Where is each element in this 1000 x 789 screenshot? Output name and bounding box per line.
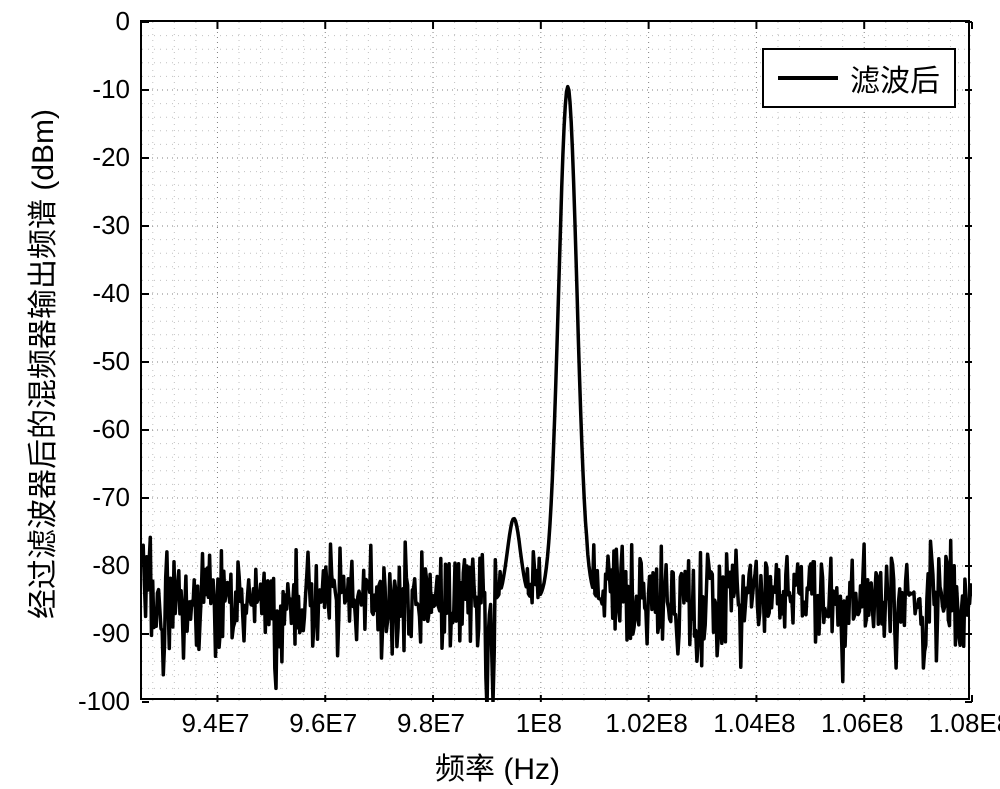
plot-svg bbox=[142, 22, 972, 702]
y-tick-label: -30 bbox=[92, 210, 130, 241]
spectrum-chart: 经过滤波器后的混频器输出频谱 (dBm) 频率 (Hz) 0 -10 -20 -30 -… bbox=[0, 0, 1000, 789]
y-tick-label: -40 bbox=[92, 278, 130, 309]
x-tick-label: 1.06E8 bbox=[821, 708, 903, 739]
y-tick-label: -60 bbox=[92, 414, 130, 445]
y-axis-label: 经过滤波器后的混频器输出频谱 (dBm) bbox=[18, 64, 62, 664]
x-tick-label: 1.02E8 bbox=[605, 708, 687, 739]
x-tick-label: 1E8 bbox=[516, 708, 562, 739]
y-tick-label: -100 bbox=[78, 686, 130, 717]
plot-area bbox=[140, 20, 970, 700]
y-tick-label: -70 bbox=[92, 482, 130, 513]
x-axis-label: 频率 (Hz) bbox=[435, 744, 560, 788]
y-tick-label: -50 bbox=[92, 346, 130, 377]
legend-line-sample bbox=[778, 76, 838, 80]
x-tick-label: 1.08E8 bbox=[929, 708, 1000, 739]
legend: 滤波后 bbox=[762, 48, 956, 108]
x-tick-label: 9.6E7 bbox=[289, 708, 357, 739]
x-tick-label: 1.04E8 bbox=[713, 708, 795, 739]
x-tick-label: 9.4E7 bbox=[181, 708, 249, 739]
y-tick-label: -90 bbox=[92, 618, 130, 649]
y-tick-label: 0 bbox=[116, 6, 130, 37]
y-tick-label: -20 bbox=[92, 142, 130, 173]
y-tick-label: -80 bbox=[92, 550, 130, 581]
y-tick-label: -10 bbox=[92, 74, 130, 105]
x-tick-label: 9.8E7 bbox=[397, 708, 465, 739]
legend-label: 滤波后 bbox=[850, 56, 940, 100]
